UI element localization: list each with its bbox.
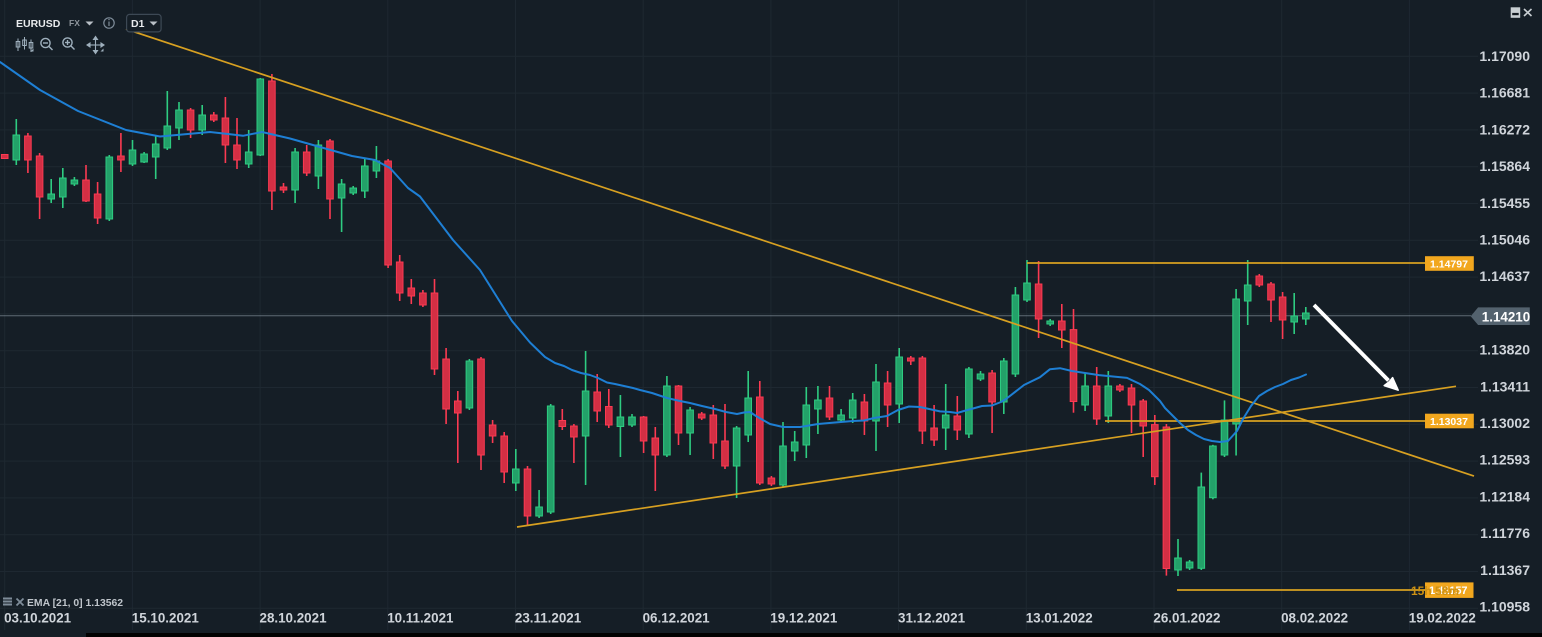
svg-text:1.10958: 1.10958 — [1479, 599, 1530, 615]
svg-text:1.14210: 1.14210 — [1482, 309, 1530, 324]
svg-text:EURUSD: EURUSD — [16, 18, 61, 30]
svg-text:EMA [21, 0] 1.13562: EMA [21, 0] 1.13562 — [27, 598, 123, 609]
svg-text:1.13002: 1.13002 — [1479, 415, 1530, 431]
svg-text:1.16272: 1.16272 — [1479, 121, 1530, 137]
svg-text:13.01.2022: 13.01.2022 — [1026, 610, 1093, 625]
svg-text:1.11776: 1.11776 — [1480, 525, 1530, 541]
svg-text:D1: D1 — [131, 18, 145, 30]
svg-text:03.10.2021: 03.10.2021 — [4, 610, 72, 625]
svg-text:1.12593: 1.12593 — [1479, 452, 1530, 468]
svg-text:1.13037: 1.13037 — [1430, 416, 1468, 428]
svg-text:1.14637: 1.14637 — [1479, 268, 1530, 284]
svg-text:08.02.2022: 08.02.2022 — [1281, 610, 1348, 625]
svg-text:1.15046: 1.15046 — [1479, 232, 1530, 248]
svg-text:1.11157: 1.11157 — [1429, 585, 1468, 597]
svg-text:1.11367: 1.11367 — [1480, 562, 1530, 578]
svg-text:1.15455: 1.15455 — [1479, 195, 1530, 211]
svg-text:26.01.2022: 26.01.2022 — [1153, 610, 1220, 625]
svg-text:19.02.2022: 19.02.2022 — [1409, 610, 1476, 625]
svg-text:1.15864: 1.15864 — [1479, 158, 1530, 174]
svg-text:06.12.2021: 06.12.2021 — [643, 610, 711, 625]
svg-text:FX: FX — [69, 18, 80, 28]
svg-text:19.12.2021: 19.12.2021 — [770, 610, 838, 625]
svg-text:28.10.2021: 28.10.2021 — [260, 610, 328, 625]
svg-text:1.17090: 1.17090 — [1479, 48, 1530, 64]
svg-text:15h 58m: 15h 58m — [1411, 584, 1459, 598]
svg-text:10.11.2021: 10.11.2021 — [387, 610, 454, 625]
svg-text:1.12184: 1.12184 — [1479, 488, 1530, 504]
svg-text:1.13411: 1.13411 — [1480, 378, 1530, 394]
svg-text:31.12.2021: 31.12.2021 — [898, 610, 966, 625]
svg-text:1.13820: 1.13820 — [1479, 342, 1530, 358]
svg-text:15.10.2021: 15.10.2021 — [132, 610, 200, 625]
svg-text:23.11.2021: 23.11.2021 — [515, 610, 582, 625]
svg-text:1.16681: 1.16681 — [1479, 85, 1530, 101]
svg-text:1.14797: 1.14797 — [1430, 258, 1468, 270]
